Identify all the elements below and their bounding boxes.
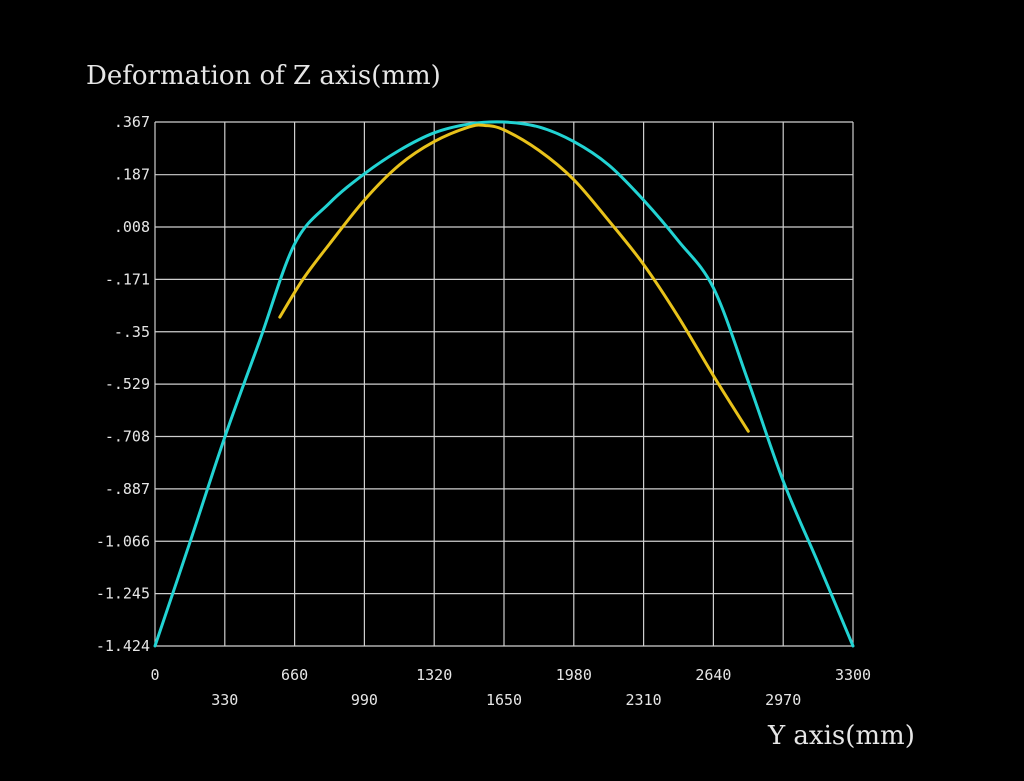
series	[153, 120, 855, 648]
x-tick-label-1: 330	[211, 691, 238, 709]
x-tick-label-6: 1980	[556, 666, 592, 684]
x-tick-label-5: 1650	[486, 691, 522, 709]
y-axis-label: Deformation of Z axis(mm)	[86, 61, 441, 91]
y-tick-labels: .367 .187 .008 -.171 -.35 -.529 -.708 -.887 -1.0…	[96, 113, 150, 655]
y-tick-label-1: .187	[114, 166, 150, 184]
x-tick-label-9: 2970	[765, 691, 801, 709]
y-tick-label-5: -.529	[105, 375, 150, 393]
y-tick-label-7: -.887	[105, 480, 150, 498]
series-line-1	[278, 123, 750, 433]
x-tick-label-2: 660	[281, 666, 308, 684]
x-tick-label-4: 1320	[416, 666, 452, 684]
y-tick-label-10: -1.424	[96, 637, 150, 655]
x-tick-label-10: 3300	[835, 666, 871, 684]
grid	[154, 121, 854, 647]
y-tick-label-8: -1.066	[96, 532, 150, 550]
x-tick-label-7: 2310	[626, 691, 662, 709]
y-tick-label-6: -.708	[105, 428, 150, 446]
x-tick-label-0: 0	[150, 666, 159, 684]
y-tick-label-0: .367	[114, 113, 150, 131]
x-tick-labels: 0 330 660 990 1320 1650 1980 2310 2640 2970 3300	[150, 666, 871, 709]
y-tick-label-4: -.35	[114, 323, 150, 341]
series-line-0	[153, 120, 855, 648]
x-axis-label: Y axis(mm)	[767, 721, 915, 751]
y-tick-label-2: .008	[114, 218, 150, 236]
y-tick-label-9: -1.245	[96, 585, 150, 603]
x-tick-label-8: 2640	[695, 666, 731, 684]
x-tick-label-3: 990	[351, 691, 378, 709]
y-tick-label-3: -.171	[105, 270, 150, 288]
